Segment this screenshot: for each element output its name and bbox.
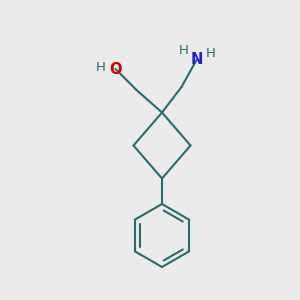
- Text: H: H: [206, 47, 216, 60]
- Text: H: H: [179, 44, 189, 58]
- Text: N: N: [190, 52, 203, 68]
- Text: H: H: [96, 61, 105, 74]
- Text: O: O: [109, 61, 122, 76]
